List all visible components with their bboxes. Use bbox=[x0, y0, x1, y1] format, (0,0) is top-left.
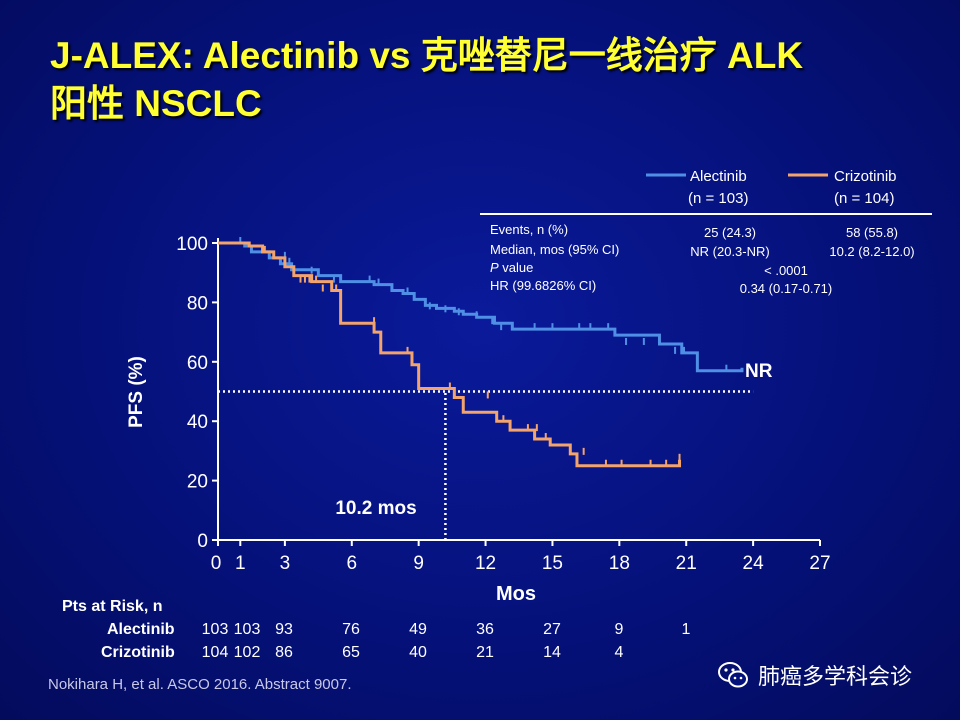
risk-cell-crizotinib-18: 4 bbox=[614, 644, 624, 661]
x-tick-label: 12 bbox=[475, 553, 496, 574]
y-tick-label: 80 bbox=[187, 293, 208, 314]
risk-cell-alectinib-12: 36 bbox=[476, 621, 494, 638]
risk-cell-alectinib-0: 103 bbox=[201, 621, 229, 638]
stats-pvalue: < .0001 bbox=[764, 263, 808, 278]
risk-cell-alectinib-21: 1 bbox=[681, 621, 691, 638]
x-tick-label: 15 bbox=[542, 553, 563, 574]
stats-alectinib-median: NR (20.3-NR) bbox=[690, 244, 769, 259]
y-tick-label: 0 bbox=[197, 531, 208, 552]
legend-label-alectinib: Alectinib bbox=[690, 168, 747, 185]
km-curve-alectinib bbox=[218, 241, 744, 373]
x-tick-label: 24 bbox=[743, 553, 765, 574]
legend-label-crizotinib: Crizotinib bbox=[834, 168, 897, 185]
risk-cell-alectinib-1: 103 bbox=[233, 621, 261, 638]
median-label: 10.2 mos bbox=[335, 498, 416, 519]
risk-cell-alectinib-3: 93 bbox=[275, 621, 293, 638]
risk-cell-crizotinib-1: 102 bbox=[233, 644, 261, 661]
y-tick-label: 20 bbox=[187, 472, 208, 493]
x-tick-label: 21 bbox=[676, 553, 697, 574]
y-tick-label: 40 bbox=[187, 412, 208, 433]
risk-row-label-alectinib: Alectinib bbox=[107, 621, 175, 638]
risk-cell-crizotinib-9: 40 bbox=[409, 644, 427, 661]
risk-cell-crizotinib-15: 14 bbox=[543, 644, 561, 661]
x-tick-label: 18 bbox=[609, 553, 630, 574]
stats-label-hr: HR (99.6826% CI) bbox=[490, 278, 596, 293]
x-tick-label: 9 bbox=[413, 553, 424, 574]
stats-alectinib-events: 25 (24.3) bbox=[704, 225, 756, 240]
risk-cell-alectinib-15: 27 bbox=[543, 621, 561, 638]
risk-cell-crizotinib-3: 86 bbox=[275, 644, 293, 661]
slide-title-line2: 阳性 NSCLC bbox=[50, 83, 262, 124]
x-ticks: 0 1 3 6 9 12 15 18 21 24 27 bbox=[211, 540, 831, 574]
risk-cell-crizotinib-6: 65 bbox=[342, 644, 360, 661]
risk-cell-crizotinib-0: 104 bbox=[201, 644, 229, 661]
legend-n-alectinib: (n = 103) bbox=[688, 190, 748, 207]
stats-label-events: Events, n (%) bbox=[490, 222, 568, 237]
stats-label-median: Median, mos (95% CI) bbox=[490, 242, 619, 257]
nr-label: NR bbox=[745, 361, 773, 382]
risk-row-label-crizotinib: Crizotinib bbox=[101, 644, 175, 661]
stats-hr: 0.34 (0.17-0.71) bbox=[740, 281, 833, 296]
citation-footer: Nokihara H, et al. ASCO 2016. Abstract 9… bbox=[48, 676, 352, 693]
x-tick-label: 1 bbox=[235, 553, 246, 574]
stats-crizotinib-median: 10.2 (8.2-12.0) bbox=[829, 244, 914, 259]
watermark-text: 肺癌多学科会诊 bbox=[758, 665, 913, 690]
x-axis-label: Mos bbox=[496, 583, 536, 605]
risk-table-header: Pts at Risk, n bbox=[62, 598, 163, 615]
x-tick-label: 0 bbox=[211, 553, 222, 574]
x-tick-label: 3 bbox=[280, 553, 291, 574]
y-ticks: 0 20 40 60 80 100 bbox=[176, 234, 218, 552]
legend-n-crizotinib: (n = 104) bbox=[834, 190, 894, 207]
series-layer bbox=[218, 237, 754, 540]
risk-cell-alectinib-18: 9 bbox=[614, 621, 624, 638]
stats-label-pvalue-italic: P bbox=[490, 260, 499, 275]
x-tick-label: 27 bbox=[809, 553, 830, 574]
watermark: 肺癌多学科会诊 bbox=[716, 658, 912, 692]
wechat-icon bbox=[718, 662, 748, 688]
risk-cell-crizotinib-12: 21 bbox=[476, 644, 494, 661]
stats-label-pvalue-rest: value bbox=[499, 260, 534, 275]
y-axis-label: PFS (%) bbox=[126, 356, 147, 428]
stats-label-pvalue: P value bbox=[490, 260, 533, 275]
slide-title-line1: J-ALEX: Alectinib vs 克唑替尼一线治疗 ALK bbox=[50, 35, 804, 76]
risk-cell-alectinib-6: 76 bbox=[342, 621, 360, 638]
km-curve-crizotinib bbox=[218, 241, 682, 468]
x-tick-label: 6 bbox=[346, 553, 357, 574]
y-tick-label: 100 bbox=[176, 234, 208, 255]
stats-table: Events, n (%) 25 (24.3) 58 (55.8) Median… bbox=[490, 222, 915, 296]
slide-title: J-ALEX: Alectinib vs 克唑替尼一线治疗 ALK 阳性 NSC… bbox=[50, 32, 930, 128]
risk-cell-alectinib-9: 49 bbox=[409, 621, 427, 638]
stats-crizotinib-events: 58 (55.8) bbox=[846, 225, 898, 240]
y-tick-label: 60 bbox=[187, 353, 208, 374]
